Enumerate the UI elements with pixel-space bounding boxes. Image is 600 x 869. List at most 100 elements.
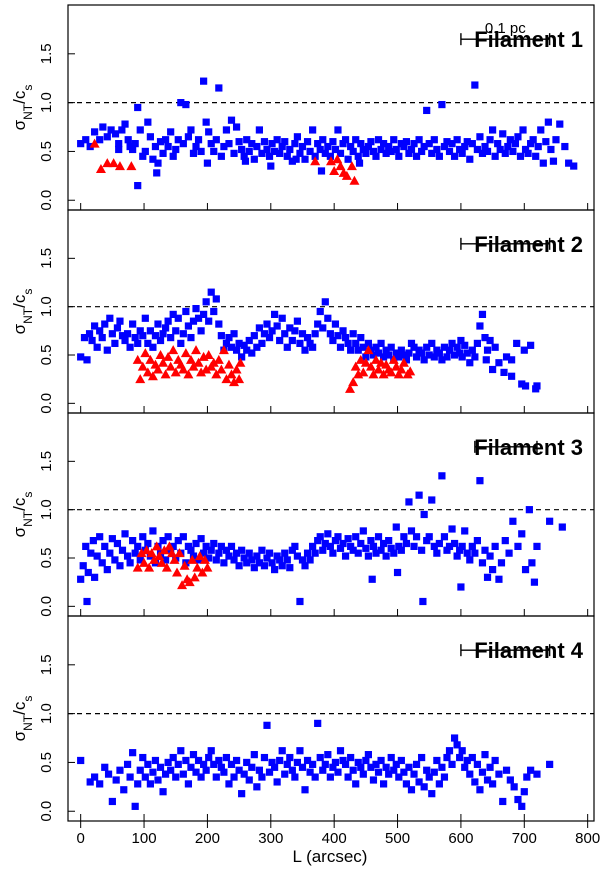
data-point-square — [319, 766, 327, 774]
data-point-triangle — [169, 554, 180, 564]
data-point-square — [123, 760, 132, 768]
data-point-square — [402, 138, 411, 146]
data-point-square — [428, 149, 436, 157]
data-point-square — [510, 783, 518, 791]
data-point-square — [187, 546, 195, 554]
x-tick-label: 500 — [385, 830, 410, 847]
data-point-square — [260, 753, 269, 762]
data-point-square — [245, 549, 253, 557]
data-point-square — [276, 149, 284, 157]
data-point-square — [306, 768, 314, 776]
data-point-square — [546, 517, 554, 525]
data-point-square — [108, 797, 116, 806]
data-point-square — [172, 145, 180, 154]
data-point-square — [212, 556, 220, 564]
data-point-square — [418, 546, 426, 554]
red-triangle-series — [132, 345, 416, 393]
data-point-square — [433, 756, 441, 765]
y-axis-label-sub-s: s — [21, 85, 35, 91]
data-point-square — [331, 537, 340, 545]
data-point-square — [528, 559, 536, 567]
data-point-square — [473, 537, 481, 545]
data-point-square — [354, 549, 362, 557]
data-point-square — [407, 786, 416, 794]
data-point-square — [546, 760, 554, 768]
data-point-square — [347, 542, 355, 550]
y-tick-label: 1.0 — [38, 296, 55, 317]
data-point-square — [116, 562, 124, 570]
y-tick-label: 1.0 — [38, 499, 55, 520]
data-point-square — [471, 353, 479, 361]
data-point-square — [215, 756, 223, 765]
data-point-square — [445, 147, 454, 156]
data-point-square — [435, 152, 443, 160]
data-point-square — [296, 597, 304, 606]
data-point-square — [316, 753, 324, 762]
data-point-square — [501, 537, 509, 545]
data-point-square — [248, 140, 256, 148]
data-point-square — [164, 758, 172, 767]
data-point-square — [336, 149, 345, 157]
data-point-triangle — [349, 175, 360, 185]
data-point-square — [380, 539, 388, 548]
data-point-square — [93, 343, 101, 351]
data-point-square — [91, 322, 99, 330]
data-point-square — [405, 349, 413, 357]
data-point-triangle — [155, 350, 166, 359]
data-point-square — [387, 753, 395, 762]
data-point-square — [445, 747, 454, 755]
data-point-square — [111, 130, 120, 138]
data-point-square — [91, 573, 99, 581]
data-point-square — [253, 343, 261, 351]
data-point-square — [489, 566, 497, 574]
data-point-triangle — [211, 369, 222, 379]
data-point-square — [435, 780, 443, 788]
data-point-square — [260, 330, 269, 338]
data-point-square — [570, 162, 578, 170]
y-tick-label: 0.0 — [38, 596, 55, 617]
data-point-square — [496, 145, 504, 154]
data-point-square — [344, 155, 352, 163]
data-point-square — [258, 149, 266, 157]
data-point-square — [245, 336, 253, 345]
data-point-square — [552, 136, 560, 144]
data-point-square — [82, 542, 90, 550]
data-point-square — [334, 126, 342, 134]
data-point-square — [349, 147, 357, 156]
data-point-square — [334, 332, 342, 340]
data-point-square — [309, 126, 317, 134]
data-point-square — [385, 351, 393, 359]
data-point-square — [104, 770, 113, 778]
data-point-square — [292, 155, 300, 163]
data-point-square — [372, 343, 380, 351]
data-point-square — [324, 530, 332, 538]
data-point-square — [169, 542, 177, 550]
data-point-square — [240, 770, 248, 778]
data-point-square — [523, 773, 531, 781]
data-point-triangle — [199, 554, 210, 564]
data-point-square — [468, 140, 476, 148]
x-tick-label: 800 — [575, 830, 600, 847]
data-point-square — [88, 336, 96, 345]
data-point-triangle — [378, 369, 389, 379]
data-point-square — [149, 155, 157, 163]
data-point-square — [476, 477, 484, 485]
data-point-square — [202, 118, 210, 126]
data-point-square — [458, 747, 466, 755]
data-point-square — [514, 795, 522, 804]
data-point-square — [210, 539, 218, 548]
data-point-triangle — [341, 170, 352, 180]
data-point-square — [131, 802, 139, 810]
data-point-square — [200, 310, 208, 318]
data-point-square — [111, 556, 119, 564]
data-point-triangle — [102, 158, 113, 168]
data-point-triangle — [152, 364, 163, 374]
data-point-square — [118, 126, 126, 134]
data-point-square — [319, 324, 327, 332]
data-point-triangle — [229, 377, 240, 387]
data-point-square — [558, 523, 566, 531]
data-point-square — [84, 568, 92, 577]
data-point-square — [456, 145, 464, 154]
data-point-triangle — [203, 350, 214, 359]
